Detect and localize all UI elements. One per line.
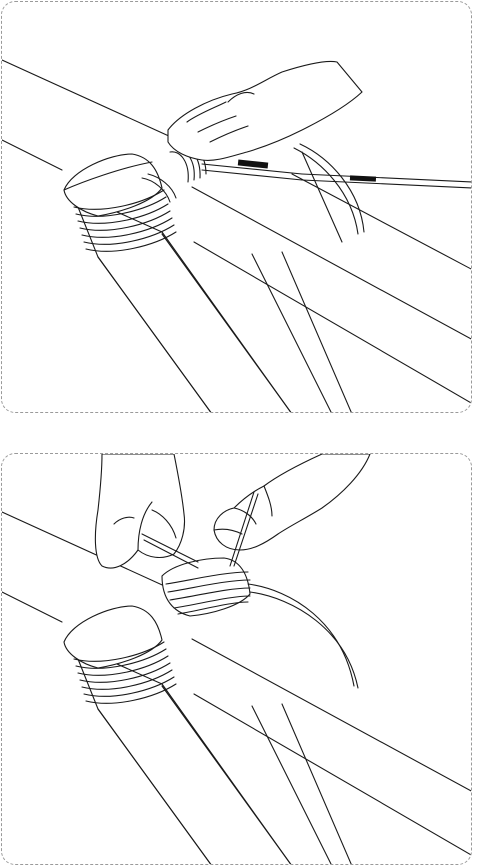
cane-strip-icon [293,143,365,235]
frame-rail [2,59,471,404]
right-hand [213,454,371,551]
left-hand [167,60,363,161]
cane-binding-wraps [73,641,177,704]
left-hand [94,454,186,569]
step-1-illustration [2,59,471,412]
step-2-panel [1,453,472,865]
frame-leg [63,153,292,412]
cane-binding-wraps [73,173,177,252]
joint-binding [161,557,251,617]
step-2-illustration [2,454,471,864]
frame-rail [2,511,471,856]
step-1-panel [1,1,472,413]
cane-strip-icon [141,491,359,689]
frame-leg [63,605,292,864]
